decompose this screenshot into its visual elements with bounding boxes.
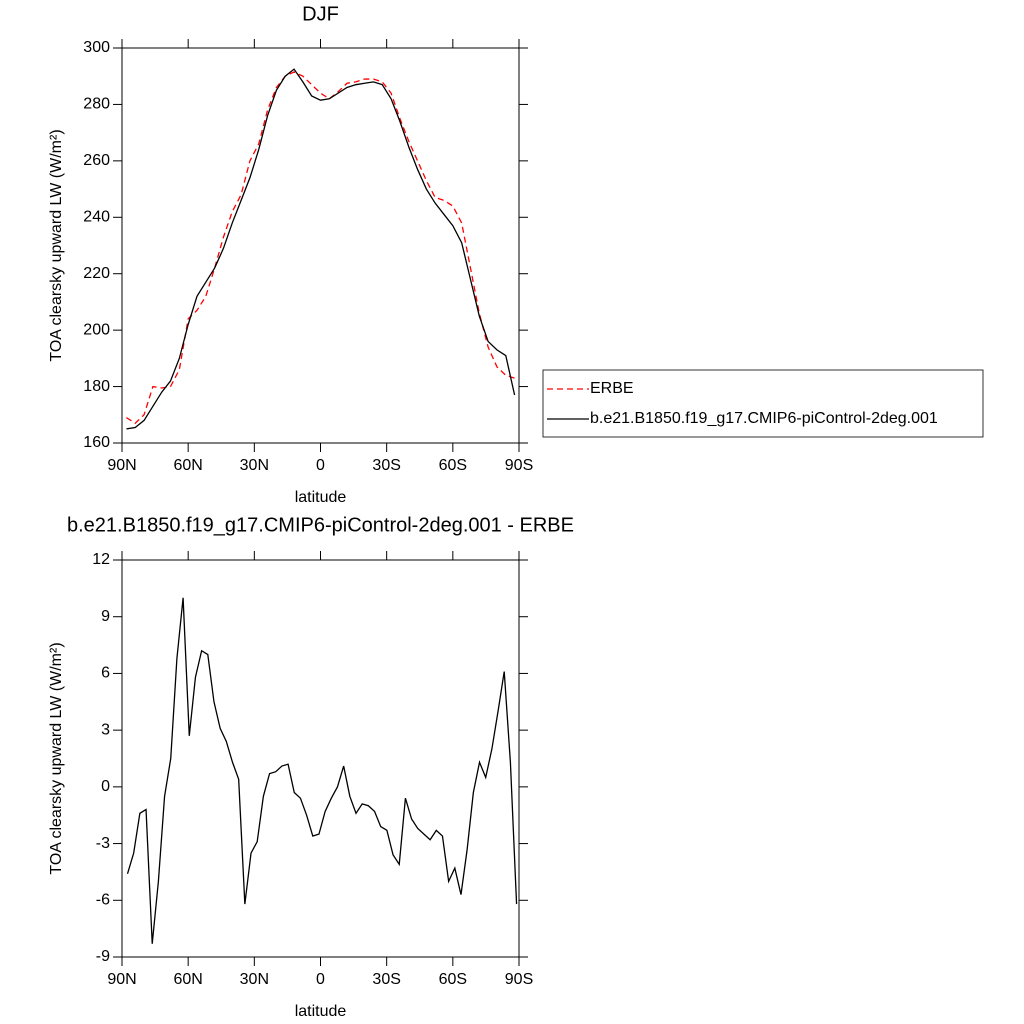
- chart-title: b.e21.B1850.f19_g17.CMIP6-piControl-2deg…: [67, 514, 574, 536]
- x-tick-label: 60N: [173, 457, 202, 474]
- x-tick-label: 30S: [372, 971, 400, 988]
- x-tick-label: 60S: [439, 457, 467, 474]
- y-tick-label: 180: [83, 378, 110, 395]
- x-tick-label: 0: [316, 457, 325, 474]
- y-tick-label: -6: [96, 892, 110, 909]
- x-tick-label: 30N: [240, 971, 269, 988]
- x-axis-label: latitude: [295, 489, 347, 506]
- y-tick-label: 300: [83, 39, 110, 56]
- y-tick-label: 220: [83, 265, 110, 282]
- y-tick-label: 9: [101, 608, 110, 625]
- y-tick-label: 160: [83, 434, 110, 451]
- plot-frame: [121, 47, 520, 444]
- x-tick-label: 30N: [240, 457, 269, 474]
- y-tick-label: 280: [83, 96, 110, 113]
- legend-label: b.e21.B1850.f19_g17.CMIP6-piControl-2deg…: [590, 410, 938, 427]
- x-tick-label: 90S: [505, 971, 533, 988]
- x-tick-label: 60S: [439, 971, 467, 988]
- data-line: [126, 597, 518, 944]
- x-tick-label: 90N: [107, 971, 136, 988]
- chart-title: DJF: [302, 3, 339, 25]
- y-tick-label: -9: [96, 948, 110, 965]
- x-tick-label: 0: [316, 971, 325, 988]
- y-tick-label: 240: [83, 209, 110, 226]
- legend-box: [542, 369, 984, 438]
- y-tick-label: 3: [101, 721, 110, 738]
- y-tick-label: -3: [96, 835, 110, 852]
- y-axis-label: TOA clearsky upward LW (W/m²): [48, 129, 65, 361]
- x-tick-label: 90N: [107, 457, 136, 474]
- y-tick-label: 6: [101, 665, 110, 682]
- x-tick-label: 60N: [173, 971, 202, 988]
- x-tick-label: 90S: [505, 457, 533, 474]
- x-tick-label: 30S: [372, 457, 400, 474]
- x-axis-label: latitude: [295, 1003, 347, 1020]
- y-tick-label: 260: [83, 152, 110, 169]
- data-line: [126, 71, 515, 425]
- y-axis-label: TOA clearsky upward LW (W/m²): [48, 642, 65, 874]
- y-tick-label: 200: [83, 321, 110, 338]
- plot-frame: [121, 559, 520, 958]
- y-tick-label: 12: [92, 551, 110, 568]
- y-tick-label: 0: [101, 778, 110, 795]
- legend-label: ERBE: [590, 380, 634, 397]
- data-line: [126, 68, 516, 430]
